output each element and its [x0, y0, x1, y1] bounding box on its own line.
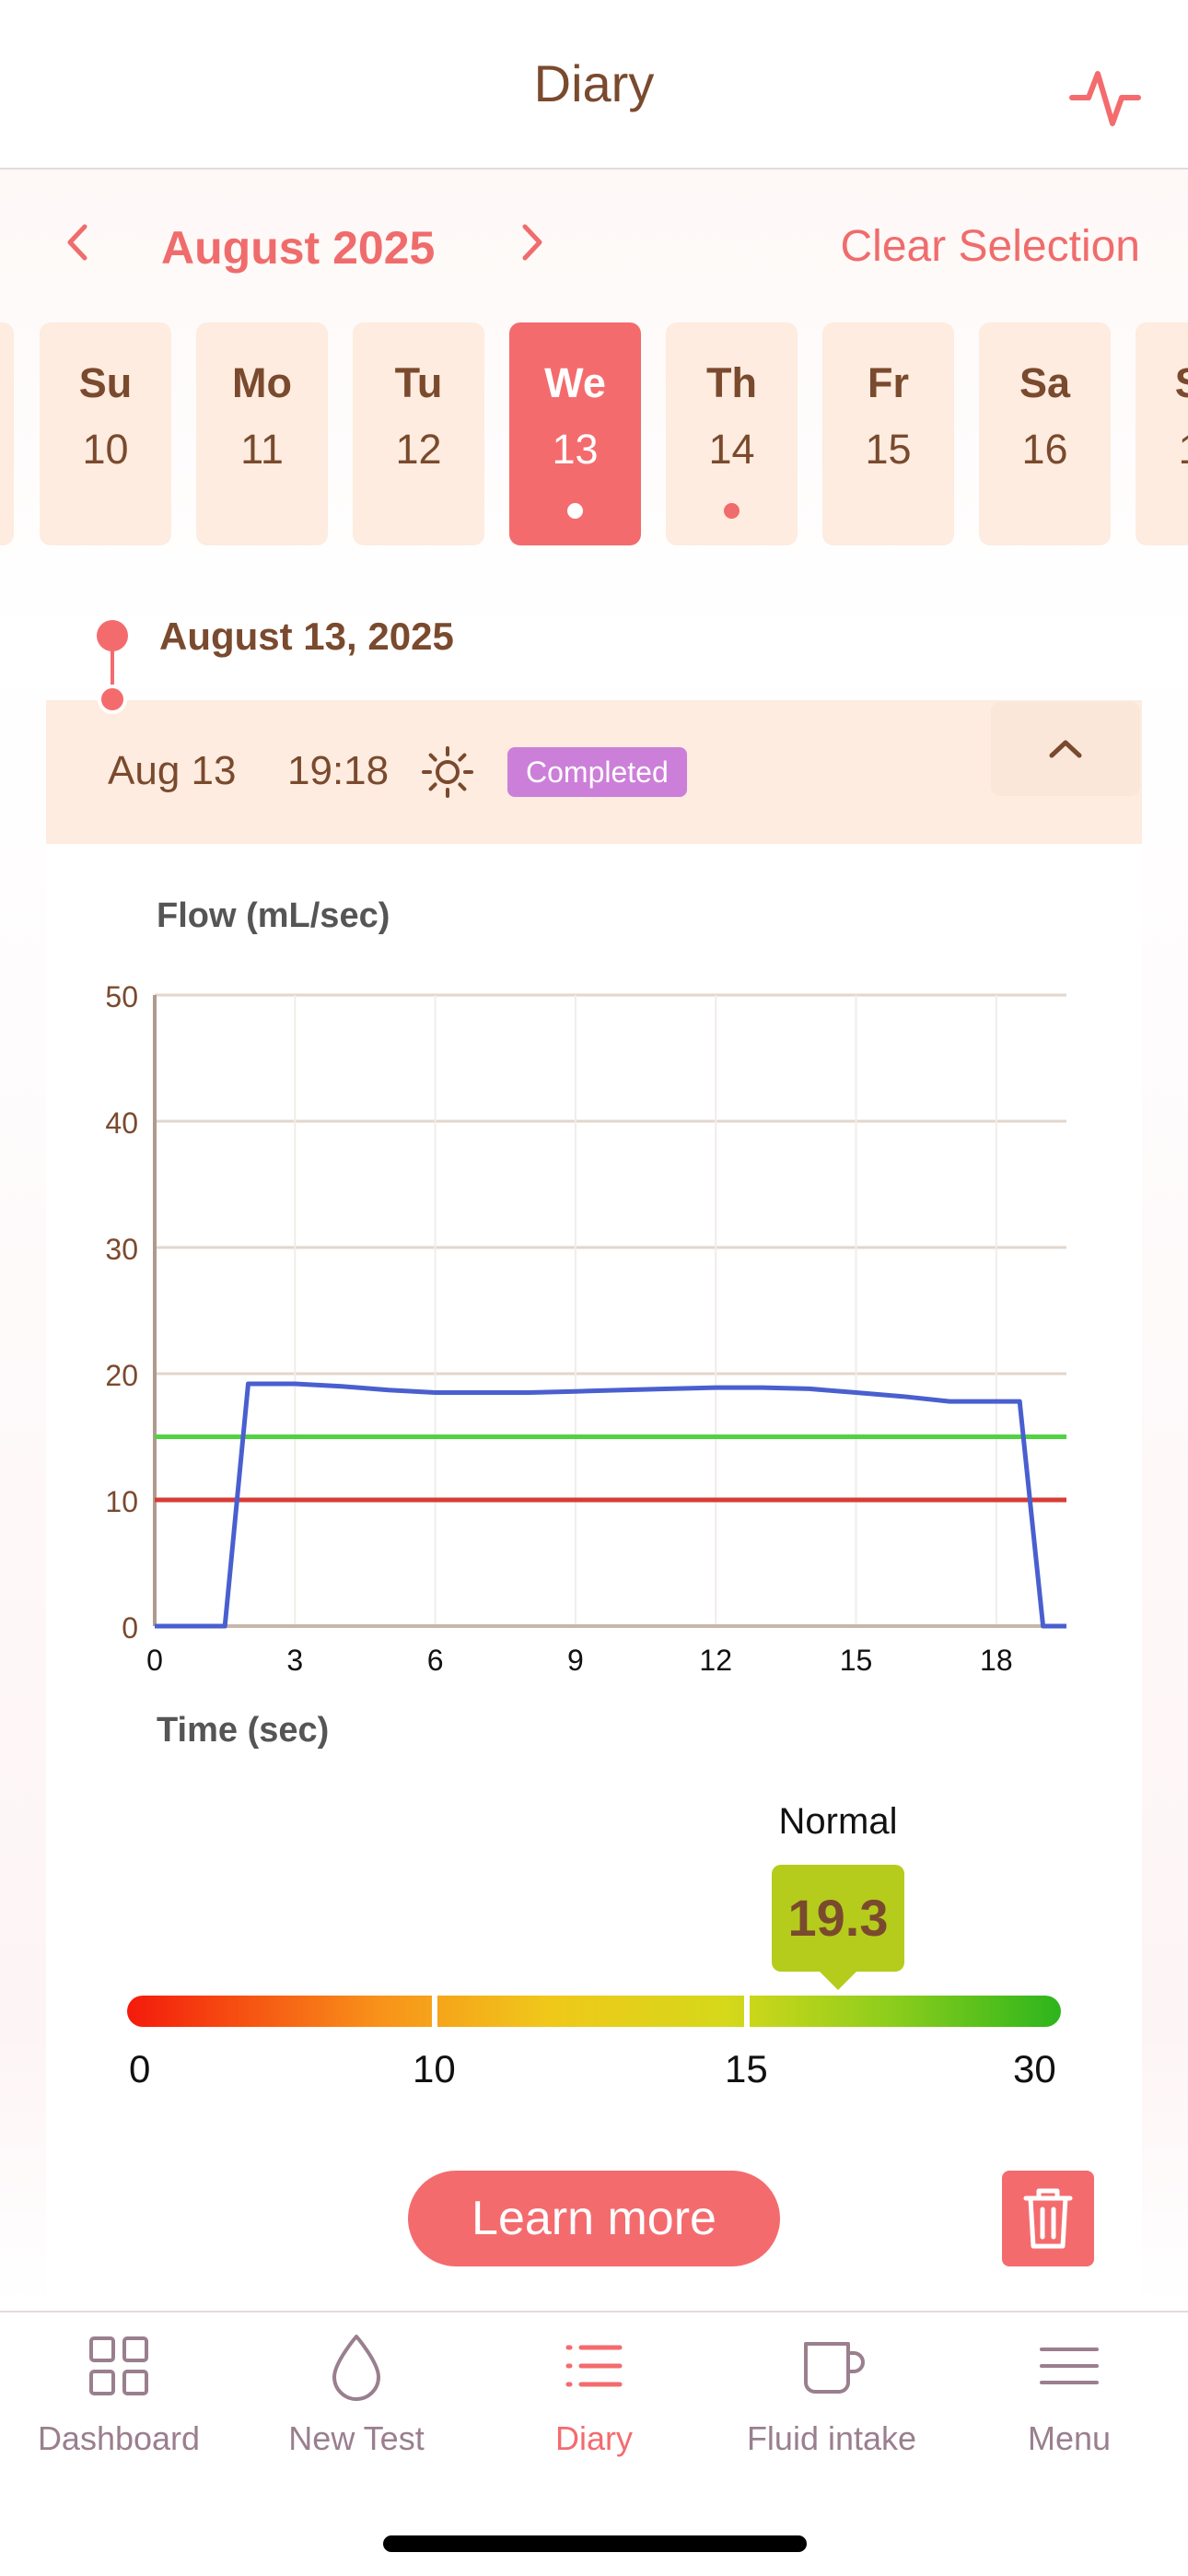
menu-icon: [1040, 2348, 1099, 2384]
gauge-tick-label: 10: [413, 2047, 456, 2090]
grid-icon: [89, 2336, 148, 2395]
page-title: Diary: [533, 54, 655, 112]
timeline-dot: [98, 685, 127, 714]
chevron-up-icon: [1049, 740, 1082, 758]
chevron-right-icon[interactable]: [516, 219, 549, 276]
tab-label: Dashboard: [37, 2419, 201, 2457]
gauge-tick-label: 30: [1013, 2047, 1056, 2090]
tab-dashboard[interactable]: Dashboard: [0, 2329, 238, 2458]
tab-label: Fluid intake: [746, 2419, 917, 2457]
gauge-status: Normal: [778, 1801, 898, 1842]
gauge-bar: [127, 1996, 1061, 2027]
day-number: 17: [1136, 426, 1188, 474]
day-cell[interactable]: Mo 11: [196, 322, 328, 545]
day-strip: Su 10 Mo 11 Tu 12 We 13 Th 14 Fr 15 Sa 1…: [0, 322, 1188, 548]
home-indicator: [383, 2535, 807, 2552]
day-number: 11: [240, 426, 284, 473]
learn-more-button[interactable]: Learn more: [408, 2171, 780, 2266]
day-name: Mo: [232, 359, 292, 406]
day-name: Su: [1136, 359, 1188, 407]
tab-label: Menu: [1027, 2419, 1112, 2457]
day-cell[interactable]: Th 14: [666, 322, 798, 545]
list-icon: [565, 2345, 623, 2387]
month-label: August 2025: [161, 222, 436, 274]
gauge-tick-label: 0: [129, 2047, 151, 2090]
day-name: Fr: [868, 359, 909, 406]
day-name: Tu: [394, 359, 443, 406]
gauge-separator: [432, 1996, 437, 2027]
day-cell[interactable]: Su 10: [40, 322, 171, 545]
timeline-line: [111, 645, 114, 700]
day-number: 12: [395, 426, 442, 473]
chevron-left-icon[interactable]: [61, 219, 94, 276]
day-name: Sa: [1019, 359, 1071, 406]
day-cell[interactable]: Tu 12: [353, 322, 484, 545]
tab-label: New Test: [288, 2419, 425, 2457]
day-number: 16: [1021, 426, 1068, 473]
tab-fluid-intake[interactable]: Fluid intake: [713, 2329, 950, 2458]
day-name: We: [544, 359, 606, 406]
tab-label: Diary: [554, 2419, 633, 2457]
day-number: 15: [865, 426, 912, 473]
tab-menu[interactable]: Menu: [950, 2329, 1188, 2458]
date-heading: August 13, 2025: [159, 615, 454, 658]
day-partial-left[interactable]: [0, 322, 14, 545]
delete-button[interactable]: [1002, 2171, 1094, 2266]
day-cell[interactable]: Sa 16: [979, 322, 1111, 545]
collapse-button[interactable]: [991, 702, 1140, 796]
gauge-value: 19.3: [772, 1865, 904, 1972]
day-cell[interactable]: Su 17: [1136, 322, 1188, 545]
entry-dot: [724, 503, 740, 519]
status-badge: Completed: [507, 747, 687, 797]
entry-dot: [567, 503, 583, 519]
day-cell[interactable]: Fr 15: [822, 322, 954, 545]
day-cell-selected[interactable]: We 13: [509, 322, 641, 545]
day-number: 10: [82, 426, 129, 473]
day-number: 14: [708, 426, 755, 473]
entry-card: [46, 700, 1142, 2313]
app-header: [0, 0, 1188, 170]
entry-time: 19:18: [287, 748, 390, 793]
cup-icon: [804, 2342, 865, 2394]
day-name: Th: [706, 359, 757, 406]
tab-new-test[interactable]: New Test: [238, 2329, 475, 2458]
tab-bar: [0, 2311, 1188, 2576]
droplet-icon: [332, 2335, 380, 2401]
sun-icon: [420, 744, 475, 800]
gauge-separator: [744, 1996, 750, 2027]
gauge-tick-label: 15: [725, 2047, 768, 2090]
activity-pulse-icon[interactable]: [1066, 59, 1144, 136]
trash-icon: [1023, 2188, 1073, 2249]
day-name: Su: [78, 359, 133, 406]
day-number: 13: [552, 426, 599, 473]
entry-date: Aug 13: [108, 748, 237, 793]
clear-selection-button[interactable]: Clear Selection: [840, 222, 1141, 271]
tab-diary[interactable]: Diary: [475, 2329, 713, 2458]
gauge-pointer: [818, 1970, 858, 1990]
timeline-dot: [97, 620, 128, 651]
